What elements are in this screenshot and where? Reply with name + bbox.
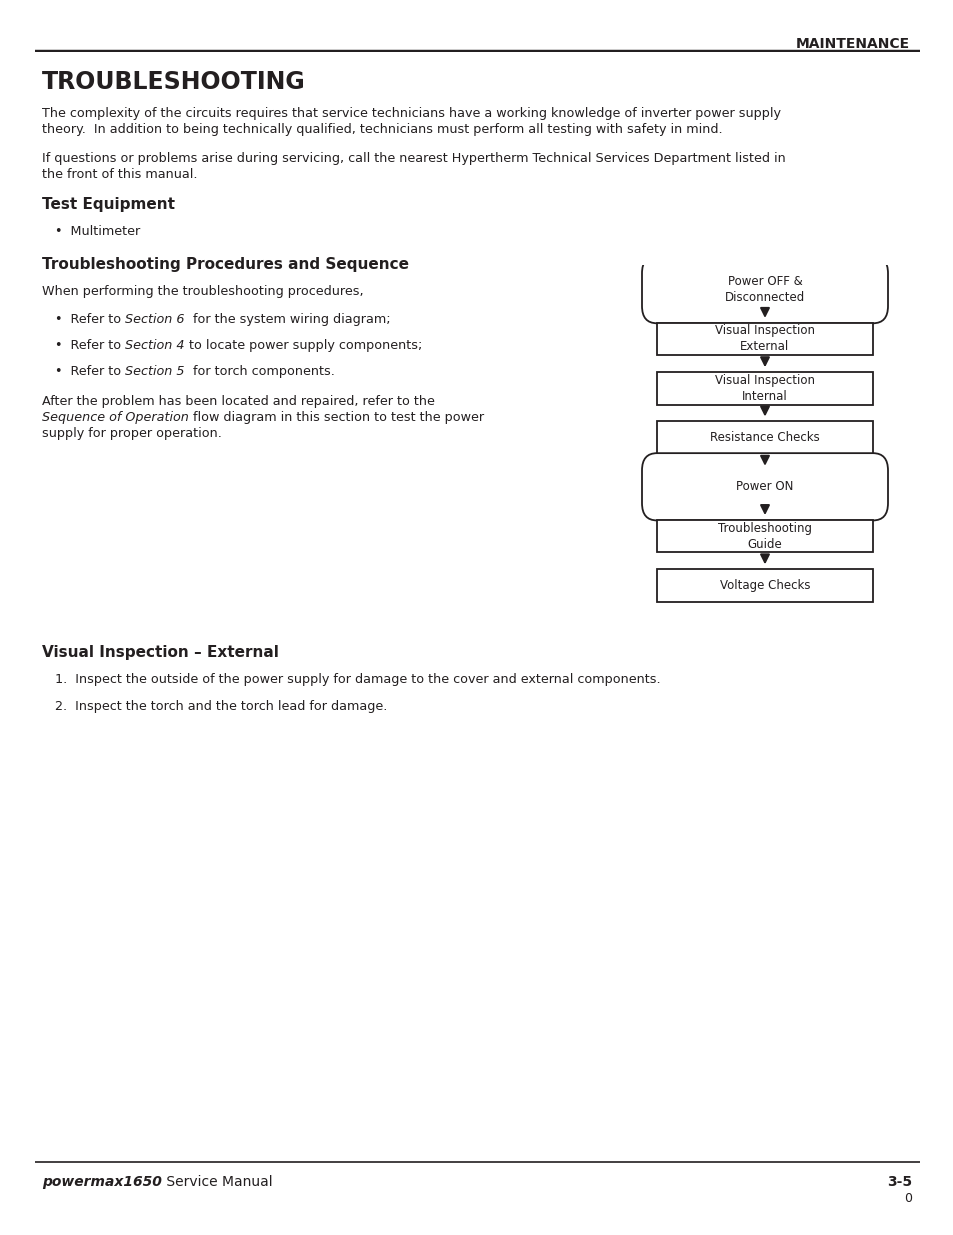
Text: If questions or problems arise during servicing, call the nearest Hypertherm Tec: If questions or problems arise during se… — [42, 152, 785, 165]
Text: The complexity of the circuits requires that service technicians have a working : The complexity of the circuits requires … — [42, 107, 781, 120]
Text: Section 6: Section 6 — [125, 312, 185, 326]
Text: •  Refer to: • Refer to — [55, 312, 125, 326]
Text: for torch components.: for torch components. — [185, 366, 335, 378]
Text: MAINTENANCE: MAINTENANCE — [795, 37, 909, 51]
Text: supply for proper operation.: supply for proper operation. — [42, 427, 222, 440]
FancyBboxPatch shape — [657, 569, 872, 601]
Text: 2.  Inspect the torch and the torch lead for damage.: 2. Inspect the torch and the torch lead … — [55, 700, 387, 713]
Text: Power ON: Power ON — [736, 480, 793, 493]
Text: flow diagram in this section to test the power: flow diagram in this section to test the… — [189, 411, 483, 424]
Text: Section 5: Section 5 — [125, 366, 185, 378]
Text: •  Refer to: • Refer to — [55, 366, 125, 378]
Text: 1.  Inspect the outside of the power supply for damage to the cover and external: 1. Inspect the outside of the power supp… — [55, 673, 659, 685]
FancyBboxPatch shape — [657, 372, 872, 405]
Text: Troubleshooting Procedures and Sequence: Troubleshooting Procedures and Sequence — [42, 257, 409, 272]
Text: the front of this manual.: the front of this manual. — [42, 168, 197, 182]
Text: Test Equipment: Test Equipment — [42, 198, 174, 212]
Text: 0: 0 — [903, 1192, 911, 1205]
FancyBboxPatch shape — [657, 322, 872, 356]
Text: to locate power supply components;: to locate power supply components; — [185, 338, 421, 352]
Text: Section 4: Section 4 — [125, 338, 185, 352]
Text: Visual Inspection – External: Visual Inspection – External — [42, 645, 278, 659]
FancyBboxPatch shape — [657, 421, 872, 454]
Text: TROUBLESHOOTING: TROUBLESHOOTING — [42, 70, 305, 94]
Text: Troubleshooting
Guide: Troubleshooting Guide — [718, 521, 811, 551]
Text: Visual Inspection
Internal: Visual Inspection Internal — [714, 374, 814, 403]
FancyBboxPatch shape — [641, 256, 887, 324]
Text: After the problem has been located and repaired, refer to the: After the problem has been located and r… — [42, 395, 435, 408]
FancyBboxPatch shape — [641, 453, 887, 520]
Text: for the system wiring diagram;: for the system wiring diagram; — [185, 312, 390, 326]
Text: •  Refer to: • Refer to — [55, 338, 125, 352]
Text: powermax1650: powermax1650 — [42, 1174, 162, 1189]
Text: Voltage Checks: Voltage Checks — [719, 579, 809, 592]
FancyBboxPatch shape — [657, 520, 872, 552]
Text: 3-5: 3-5 — [886, 1174, 911, 1189]
Text: Power OFF &
Disconnected: Power OFF & Disconnected — [724, 275, 804, 304]
Text: When performing the troubleshooting procedures,: When performing the troubleshooting proc… — [42, 285, 363, 298]
Text: Service Manual: Service Manual — [162, 1174, 273, 1189]
Text: theory.  In addition to being technically qualified, technicians must perform al: theory. In addition to being technically… — [42, 124, 721, 136]
Text: •  Multimeter: • Multimeter — [55, 225, 140, 238]
Text: Visual Inspection
External: Visual Inspection External — [714, 325, 814, 353]
Text: Resistance Checks: Resistance Checks — [709, 431, 819, 445]
Text: Sequence of Operation: Sequence of Operation — [42, 411, 189, 424]
